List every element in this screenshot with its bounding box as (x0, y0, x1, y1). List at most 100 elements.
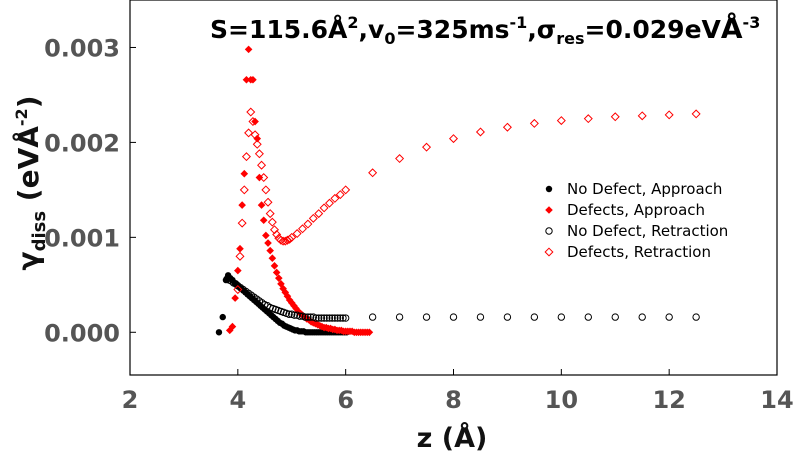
y-axis-title-exp: -2 (12, 108, 31, 126)
data-point (268, 254, 277, 263)
title-sigma-sub: res (556, 29, 584, 48)
y-axis-title-unit: (eVÅ (11, 126, 45, 211)
data-point (335, 190, 345, 200)
data-point (529, 118, 539, 128)
data-point (331, 314, 339, 322)
data-point (691, 109, 701, 119)
legend-label: Defects, Retraction (567, 243, 711, 261)
y-tick-label: 0.003 (44, 34, 120, 62)
data-point (244, 45, 253, 54)
plot-area (129, 0, 778, 376)
x-tick-label: 12 (652, 386, 685, 414)
data-point (422, 142, 432, 152)
data-point (583, 114, 593, 124)
data-point (530, 313, 539, 321)
data-point (231, 280, 240, 288)
data-point (270, 262, 279, 270)
title-v-value: =325ms (395, 15, 509, 44)
data-point (257, 201, 266, 209)
y-tick-label: 0.002 (44, 129, 120, 157)
data-point (251, 117, 259, 126)
title-sigma-exp: -3 (743, 13, 761, 32)
data-point (237, 218, 247, 228)
title-s-exp: 2 (347, 13, 358, 32)
data-point (215, 329, 223, 336)
data-point (285, 296, 294, 304)
data-point (476, 313, 485, 321)
data-point (240, 169, 249, 178)
data-point (557, 313, 566, 321)
data-point (475, 127, 485, 137)
data-point (280, 236, 290, 246)
y-axis-title: γdiss (eVÅ-2) (11, 95, 50, 270)
data-point (285, 234, 295, 244)
title-sigma-label: ,σ (527, 15, 556, 44)
data-point (292, 229, 302, 239)
data-point (246, 107, 256, 117)
data-point (225, 326, 234, 335)
legend-label: No Defect, Retraction (567, 222, 728, 240)
data-point (301, 313, 309, 321)
data-point (610, 112, 620, 122)
data-point (296, 312, 304, 320)
data-point (290, 311, 299, 319)
legend-marker (545, 227, 553, 235)
data-point (665, 313, 673, 321)
data-point (368, 168, 378, 178)
legend-marker (544, 247, 554, 257)
data-point (325, 314, 334, 322)
data-point (290, 301, 298, 310)
data-point (611, 313, 619, 321)
series-2 (223, 275, 700, 322)
data-point (254, 149, 264, 159)
data-point (368, 313, 377, 321)
data-point (303, 219, 313, 229)
data-point (238, 201, 246, 209)
data-point (233, 285, 243, 295)
data-point (395, 154, 405, 164)
y-tick-label: 0.001 (44, 224, 120, 252)
data-point (638, 313, 646, 321)
data-point (502, 122, 512, 132)
data-point (395, 313, 404, 321)
data-point (279, 284, 287, 293)
data-point (328, 314, 336, 322)
data-point (312, 314, 320, 322)
data-point (333, 314, 342, 322)
data-point (234, 266, 242, 275)
data-point (252, 139, 262, 149)
data-point (239, 185, 249, 195)
data-point (253, 134, 262, 143)
legend-marker (545, 185, 553, 193)
data-point (263, 197, 273, 207)
data-point (285, 310, 293, 318)
x-tick-label: 8 (445, 386, 462, 414)
data-point (330, 193, 340, 203)
chart-title: S=115.6Å2,v0=325ms-1,σres=0.029eVÅ-3 (210, 11, 760, 48)
data-point (292, 304, 300, 313)
title-v-label: ,v (359, 15, 385, 44)
data-point (503, 313, 512, 321)
data-point (324, 198, 334, 208)
data-point (556, 116, 566, 126)
data-point (692, 313, 700, 321)
data-point (304, 313, 312, 321)
data-point (236, 244, 244, 253)
data-point (287, 232, 297, 242)
data-point (266, 246, 274, 255)
data-point (241, 152, 251, 162)
data-point (319, 203, 329, 213)
data-point (231, 294, 239, 302)
x-tick-label: 14 (760, 386, 793, 414)
data-point (272, 229, 282, 240)
x-axis: 2 4 6 8 10 12 14 (122, 369, 794, 414)
data-point (341, 185, 351, 195)
data-point (257, 160, 267, 170)
data-point (320, 314, 328, 322)
data-point (584, 313, 592, 321)
data-point (365, 328, 374, 337)
data-point (250, 130, 260, 140)
data-point (264, 239, 272, 247)
legend-label: No Defect, Approach (567, 180, 722, 198)
x-axis-title: z (Å) (417, 422, 488, 454)
